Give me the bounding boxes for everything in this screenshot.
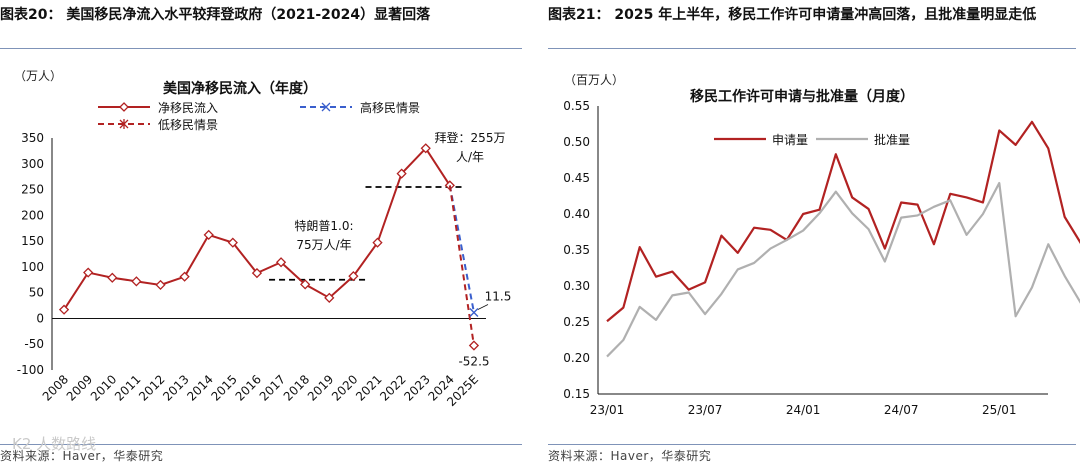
x-tick-label: 2009 (64, 372, 95, 403)
high-scenario-line (448, 185, 475, 313)
right-source: 资料来源：Haver，华泰研究 (548, 449, 712, 463)
left-chart-title: 美国净移民流入（年度） (163, 80, 317, 97)
net-series-line (63, 146, 451, 311)
x-tick-label: 23/01 (590, 403, 625, 417)
work-permit-chart: （百万人） 移民工作许可申请与批准量（月度） 0.15 0.20 0.25 0.30 0.3… (563, 73, 1080, 417)
y-tick-label: 200 (21, 208, 44, 222)
high-value-label: 11.5 (485, 290, 512, 304)
x-tick-label: 2011 (112, 372, 143, 403)
y-tick-label: 100 (21, 260, 44, 274)
left-bottom-rule (0, 444, 522, 445)
net-series-point (83, 267, 94, 278)
x-tick-label: 2019 (305, 372, 336, 403)
applications-series-line (606, 120, 1080, 323)
x-tick-label: 2016 (233, 372, 264, 403)
biden-annotation-line2: 人/年 (456, 150, 484, 164)
x-tick-label: 24/07 (884, 403, 919, 417)
y-tick-label: -100 (17, 363, 44, 377)
x-tick-label: 2023 (401, 372, 432, 403)
y-tick-label: 250 (21, 183, 44, 197)
legend-high-marker (321, 102, 331, 112)
low-scenario-line (448, 185, 475, 346)
x-tick-label: 2014 (184, 372, 215, 403)
left-top-rule (0, 48, 522, 49)
right-figure-title: 图表21： 2025 年上半年，移民工作许可申请量冲高回落，且批准量明显走低 (548, 7, 1037, 23)
legend-net-label: 净移民流入 (158, 101, 218, 115)
x-tick-label: 2012 (136, 372, 167, 403)
x-tick-label: 2015 (208, 372, 239, 403)
x-tick-label: 23/07 (688, 403, 723, 417)
net-series-point (203, 229, 214, 241)
x-tick-label: 25/01 (982, 403, 1017, 417)
y-tick-label: 0.30 (563, 279, 590, 293)
net-series-point (251, 267, 263, 279)
net-series-point (58, 304, 70, 315)
legend-high-label: 高移民情景 (360, 100, 420, 115)
right-panel: 图表21： 2025 年上半年，移民工作许可申请量冲高回落，且批准量明显走低 （… (548, 0, 1080, 466)
net-series-point (227, 237, 238, 248)
left-unit-label: （万人） (14, 69, 62, 83)
net-series-point (275, 257, 287, 268)
x-tick-label: 2008 (40, 372, 71, 403)
net-series-point (372, 237, 383, 248)
y-tick-label: 0.55 (563, 99, 590, 113)
y-tick-label: 0.40 (563, 207, 590, 221)
y-tick-label: 300 (21, 157, 44, 171)
x-tick-label: 2020 (329, 372, 360, 403)
legend-approvals-label: 批准量 (874, 132, 910, 147)
right-unit-label: （百万人） (564, 73, 624, 87)
low-scenario-marker (468, 340, 480, 351)
net-series-point (324, 292, 335, 303)
net-series-point (348, 271, 359, 282)
net-series-point (131, 276, 142, 287)
high-value-leader (477, 304, 489, 310)
trump-annotation-line1: 特朗普1.0: (294, 218, 353, 233)
y-tick-label: 50 (29, 286, 44, 300)
x-tick-label: 2013 (160, 372, 191, 403)
high-scenario-marker (469, 308, 479, 318)
net-migration-chart: （万人） 美国净移民流入（年度） -100 -50 0 50 100 150 200 250 300… (14, 69, 512, 409)
net-series-point (179, 271, 190, 282)
watermark: K2 人数路线 (12, 435, 97, 453)
trump-annotation-line2: 75万人/年 (296, 238, 351, 252)
net-series-point (300, 279, 311, 290)
left-source: 资料来源：Haver，华泰研究 (0, 449, 164, 463)
net-series-point (107, 272, 118, 283)
y-tick-label: 0.45 (563, 171, 590, 185)
x-tick-label: 24/01 (786, 403, 821, 417)
y-tick-label: 0.25 (563, 315, 590, 329)
y-tick-label: 350 (21, 131, 44, 145)
y-tick-label: 0.20 (563, 351, 590, 365)
right-bottom-rule (548, 444, 1076, 445)
y-tick-label: -50 (24, 337, 44, 351)
legend-net-marker (119, 102, 129, 112)
legend-applications-label: 申请量 (772, 133, 808, 147)
x-tick-label: 2017 (257, 372, 288, 403)
left-panel: 图表20： 美国移民净流入水平较拜登政府（2021-2024）显著回落 （万人）… (0, 0, 528, 466)
x-tick-label: 2010 (88, 372, 119, 403)
approvals-series-line (606, 181, 1080, 358)
x-tick-label: 2018 (281, 372, 312, 403)
right-chart-title: 移民工作许可申请与批准量（月度） (690, 88, 914, 105)
biden-annotation-line1: 拜登：255万 (435, 130, 506, 145)
low-value-label: -52.5 (458, 355, 489, 369)
legend-low-label: 低移民情景 (158, 118, 218, 132)
net-series-point (396, 168, 407, 179)
y-tick-label: 0 (36, 311, 44, 325)
y-tick-label: 0.35 (563, 243, 590, 257)
y-tick-label: 0.15 (563, 387, 590, 401)
legend-low-marker (119, 119, 129, 129)
net-series-point (155, 279, 166, 291)
net-series-point (420, 143, 431, 154)
right-top-rule (548, 48, 1076, 49)
x-tick-label: 2022 (377, 372, 408, 403)
y-tick-label: 150 (21, 234, 44, 248)
left-figure-title: 图表20： 美国移民净流入水平较拜登政府（2021-2024）显著回落 (0, 7, 431, 23)
y-tick-label: 0.50 (563, 135, 590, 149)
x-tick-label: 2021 (353, 372, 384, 403)
